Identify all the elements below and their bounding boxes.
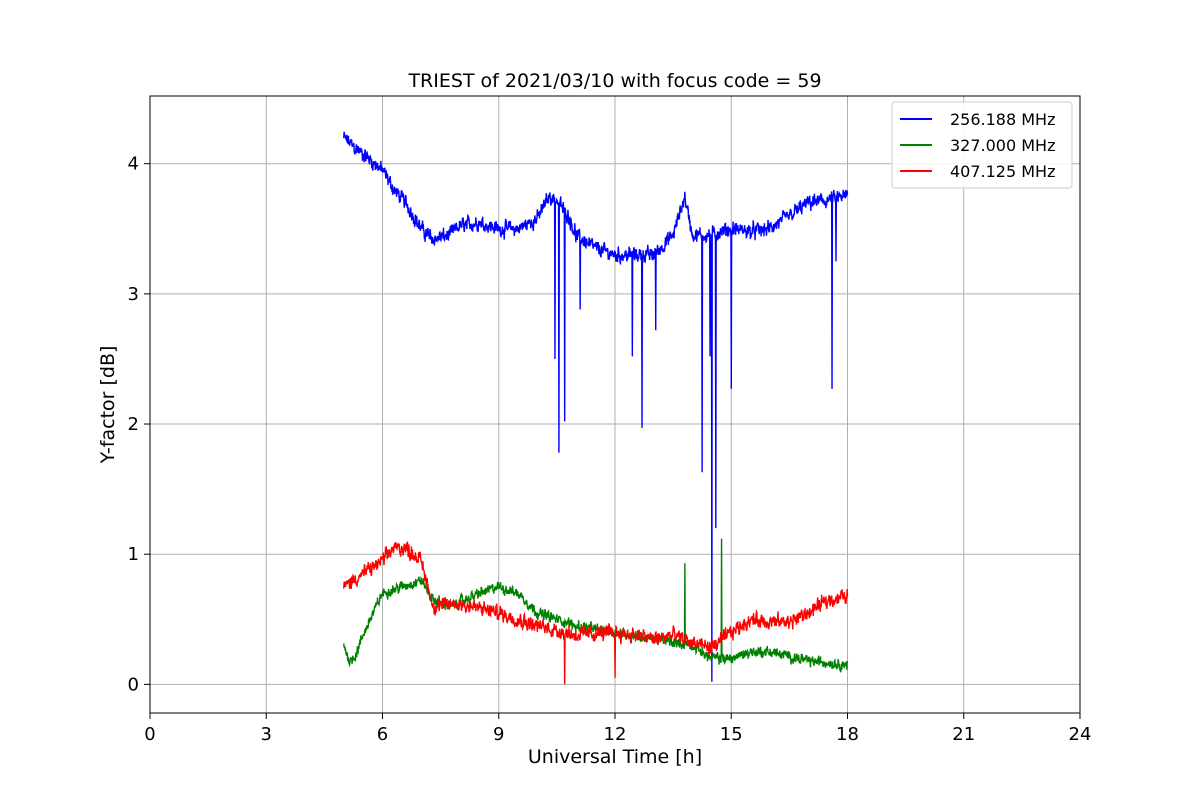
y-tick-label: 1 — [128, 544, 139, 565]
y-tick-label: 0 — [128, 674, 139, 695]
series-line-2 — [343, 541, 849, 685]
series-layer — [343, 131, 849, 685]
legend-box — [891, 101, 1073, 189]
x-tick-label: 6 — [377, 724, 388, 745]
x-axis-label: Universal Time [h] — [528, 746, 702, 768]
x-tick-label: 12 — [604, 724, 627, 745]
x-tick-label: 3 — [261, 724, 272, 745]
legend-label: 256.188 MHz — [950, 110, 1055, 129]
series-line-0 — [343, 131, 849, 682]
legend-label: 407.125 MHz — [950, 162, 1055, 181]
y-tick-label: 3 — [128, 284, 139, 305]
x-tick-label: 24 — [1069, 724, 1092, 745]
series-line-1 — [343, 538, 849, 673]
x-tick-label: 0 — [144, 724, 155, 745]
legend-label: 327.000 MHz — [950, 136, 1055, 155]
x-tick-label: 18 — [836, 724, 859, 745]
y-axis-label: Y-factor [dB] — [97, 346, 119, 465]
x-tick-label: 15 — [720, 724, 743, 745]
grid-layer — [149, 96, 1081, 713]
legend: 256.188 MHz 327.000 MHz 407.125 MHz — [891, 101, 1073, 189]
x-tick-label: 9 — [493, 724, 504, 745]
chart-title: TRIEST of 2021/03/10 with focus code = 5… — [407, 70, 821, 92]
x-tick-label: 21 — [952, 724, 975, 745]
y-tick-label: 2 — [128, 414, 139, 435]
y-tick-label: 4 — [128, 154, 139, 175]
